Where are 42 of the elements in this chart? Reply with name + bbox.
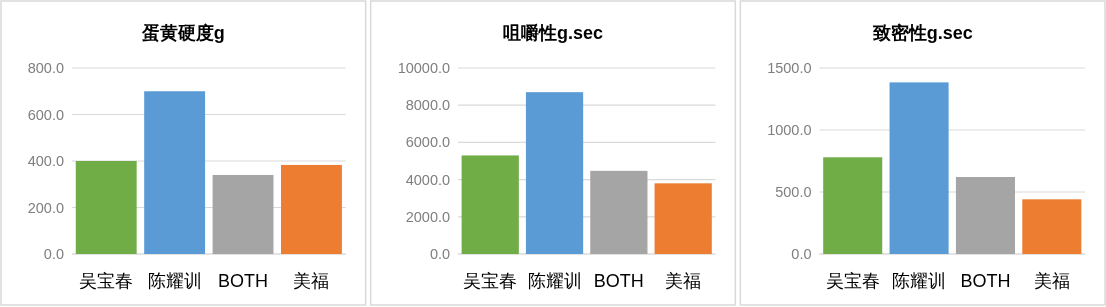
x-tick-label: 吴宝春 bbox=[463, 271, 518, 291]
bar bbox=[525, 92, 584, 254]
x-tick-label: 吴宝春 bbox=[825, 271, 880, 291]
y-tick-label: 0.0 bbox=[43, 246, 64, 262]
x-tick-label: 美福 bbox=[665, 271, 702, 291]
y-tick-label: 400.0 bbox=[27, 153, 64, 169]
x-tick-label: 陈耀训 bbox=[527, 271, 582, 291]
y-tick-label: 500.0 bbox=[775, 184, 812, 200]
y-tick-label: 600.0 bbox=[27, 106, 64, 123]
bar bbox=[654, 183, 712, 254]
x-tick-label: 陈耀训 bbox=[147, 271, 202, 291]
bar bbox=[1022, 199, 1082, 254]
bar bbox=[889, 82, 949, 254]
y-tick-label: 10000.0 bbox=[397, 60, 451, 76]
bar bbox=[75, 161, 137, 254]
bar bbox=[590, 170, 648, 254]
bar bbox=[281, 164, 342, 254]
bar bbox=[461, 155, 519, 254]
y-tick-label: 4000.0 bbox=[405, 171, 451, 188]
bar bbox=[955, 177, 1015, 254]
chart-title: 蛋黄硬度g bbox=[140, 23, 225, 43]
y-tick-label: 200.0 bbox=[27, 199, 64, 216]
y-tick-label: 8000.0 bbox=[405, 97, 451, 114]
x-tick-label: 美福 bbox=[1033, 271, 1070, 291]
x-tick-label: BOTH bbox=[960, 271, 1011, 291]
chart-title: 致密性g.sec bbox=[871, 23, 973, 43]
y-tick-label: 0.0 bbox=[791, 246, 812, 262]
y-tick-label: 800.0 bbox=[27, 60, 64, 76]
y-tick-label: 1000.0 bbox=[767, 122, 812, 138]
y-tick-label: 0.0 bbox=[429, 246, 451, 262]
y-tick-label: 2000.0 bbox=[405, 208, 451, 225]
x-tick-label: BOTH bbox=[593, 271, 644, 291]
x-tick-label: 陈耀训 bbox=[892, 271, 947, 291]
y-tick-label: 6000.0 bbox=[405, 134, 451, 151]
x-tick-label: 美福 bbox=[293, 271, 330, 291]
chart-title: 咀嚼性g.sec bbox=[502, 23, 604, 43]
bar bbox=[144, 91, 206, 254]
x-tick-label: BOTH bbox=[218, 271, 269, 291]
bar bbox=[212, 174, 274, 254]
y-tick-label: 1500.0 bbox=[767, 60, 812, 76]
bar bbox=[823, 157, 883, 254]
x-tick-label: 吴宝春 bbox=[79, 271, 134, 291]
